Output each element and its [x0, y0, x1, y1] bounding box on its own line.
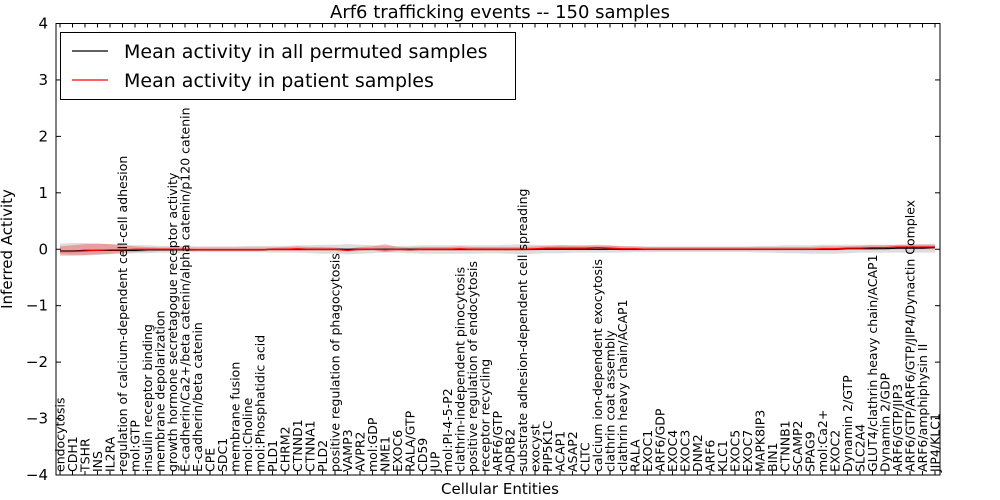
- x-tick-label: substrate adhesion-dependent cell spread…: [515, 189, 530, 472]
- legend: Mean activity in all permuted samples Me…: [60, 32, 516, 100]
- y-tick-label: −1: [26, 297, 48, 315]
- x-tick-label: SDC1: [215, 438, 230, 472]
- x-tick-label: clathrin heavy chain/ACAP1: [615, 299, 630, 472]
- patient-samples-line: [60, 246, 935, 253]
- x-tick-label: E-cadherin/beta catenin: [190, 322, 205, 472]
- x-tick-label: clathrin coat assembly: [603, 330, 618, 472]
- x-tick-label: regulation of calcium-dependent cell-cel…: [115, 156, 130, 472]
- x-tick-label: receptor recycling: [478, 359, 493, 472]
- y-tick-label: 3: [38, 71, 48, 89]
- x-tick-label: SPAG9: [803, 431, 818, 472]
- x-tick-label: CPE: [203, 448, 218, 472]
- x-tick-label: JUP: [428, 451, 443, 473]
- x-tick-label: ARF6/GTP: [490, 411, 505, 472]
- x-tick-label: CTNND1: [290, 419, 305, 472]
- x-tick-label: PLD1: [265, 440, 280, 472]
- y-tick-label: 0: [38, 240, 48, 258]
- y-axis: 4 3 2 1 0 −1 −2 −3 −4: [26, 15, 940, 484]
- x-tick-label: mol:GDP: [365, 417, 380, 472]
- x-tick-label: exocyst: [528, 424, 543, 472]
- x-tick-label: mol:PI-4-5-P2: [440, 388, 455, 472]
- x-tick-label: ASAP2: [565, 431, 580, 472]
- x-tick-label: BIN1: [765, 442, 780, 472]
- legend-label-permuted: Mean activity in all permuted samples: [124, 41, 487, 63]
- x-tick-label: ARF6: [703, 440, 718, 472]
- x-tick-label: AVPR2: [353, 432, 368, 472]
- x-tick-label: PIP5K1C: [540, 420, 555, 472]
- y-tick-label: 1: [38, 184, 48, 202]
- x-tick-label: RALA: [628, 439, 643, 472]
- legend-box: [60, 32, 516, 100]
- y-tick-label: −4: [26, 466, 48, 484]
- y-tick-label: −2: [26, 353, 48, 371]
- x-tick-label: NME1: [378, 436, 393, 472]
- x-tick-label: KLC1: [715, 440, 730, 472]
- x-tick-label: CHRM2: [278, 426, 293, 472]
- x-tick-label: EXOC5: [728, 430, 743, 472]
- x-tick-label: IL2RA: [103, 436, 118, 472]
- x-tick-label: positive regulation of phagocytosis: [328, 253, 343, 472]
- y-tick-label: 2: [38, 127, 48, 145]
- x-tick-label: CTNNA1: [303, 420, 318, 472]
- x-tick-label: SLC2A4: [853, 424, 868, 472]
- x-tick-label: membrane depolarization: [153, 311, 168, 472]
- y-tick-label: −3: [26, 410, 48, 428]
- x-tick-label: membrane fusion: [228, 362, 243, 472]
- x-tick-label: CTNNB1: [778, 420, 793, 472]
- x-tick-label: endocytosis: [53, 397, 68, 472]
- x-tick-label: ARF6/GTP/ARF6/GTP/JIP4/Dynactin Complex: [903, 200, 918, 472]
- x-tick-label: Dynamin 2/GDP: [878, 372, 893, 472]
- x-tick-label: ARF6/GDP: [653, 408, 668, 472]
- x-tick-label: INS: [90, 451, 105, 472]
- x-tick-label: MAPK8IP3: [753, 410, 768, 472]
- x-tick-label: DNM2: [690, 434, 705, 472]
- x-tick-label: RALA/GTP: [403, 410, 418, 472]
- legend-label-patient: Mean activity in patient samples: [124, 70, 434, 92]
- x-tick-label: EXOC7: [740, 430, 755, 472]
- x-tick-label: CDH1: [65, 436, 80, 472]
- x-tick-label: PLD2: [315, 440, 330, 472]
- x-tick-label: JIP4/KLC1: [928, 413, 943, 473]
- x-tick-label: CD59: [415, 438, 430, 472]
- series-lines: [60, 246, 936, 253]
- x-tick-label: EXOC3: [678, 430, 693, 472]
- x-tick-label: insulin receptor binding: [140, 324, 155, 472]
- x-tick-label: EXOC2: [828, 430, 843, 472]
- x-tick-label: ACAP1: [553, 431, 568, 472]
- x-tick-label: positive regulation of endocytosis: [465, 261, 480, 472]
- chart-title: Arf6 trafficking events -- 150 samples: [330, 2, 670, 23]
- x-tick-label: Dynamin 2/GTP: [840, 375, 855, 472]
- x-tick-label: calcium ion-dependent exocytosis: [590, 259, 605, 472]
- x-tick-label: ARF6/amphiphysin II: [915, 344, 930, 472]
- x-tick-label: SCAMP2: [790, 421, 805, 473]
- x-tick-label: ADRB2: [503, 429, 518, 472]
- x-tick-label: mol:GTP: [128, 420, 143, 472]
- x-tick-label: EXOC1: [640, 430, 655, 472]
- x-tick-label: CLTC: [578, 442, 593, 472]
- x-tick-label: growth hormone secretagogue receptor act…: [165, 172, 180, 472]
- y-axis-title: Inferred Activity: [0, 189, 16, 309]
- x-tick-label: GLUT4/clathrin heavy chain/ACAP1: [865, 254, 880, 472]
- x-tick-label: clathrin-independent pinocytosis: [453, 267, 468, 472]
- x-axis-title: Cellular Entities: [441, 480, 559, 498]
- x-tick-label: E-cadherin/Ca2+/beta catenin/alpha caten…: [178, 107, 193, 472]
- y-tick-label: 4: [38, 15, 48, 33]
- x-tick-label: EXOC6: [390, 430, 405, 472]
- x-tick-label: VAMP3: [340, 429, 355, 472]
- x-tick-label: mol:Phosphatidic acid: [253, 335, 268, 472]
- x-tick-label: ARF6/GTP/JIP3: [890, 384, 905, 472]
- x-tick-label: TSHR: [78, 438, 93, 473]
- x-tick-label: EXOC4: [665, 430, 680, 472]
- x-tick-label: mol:Choline: [240, 397, 255, 472]
- x-tick-label: mol:Ca2+: [815, 410, 830, 472]
